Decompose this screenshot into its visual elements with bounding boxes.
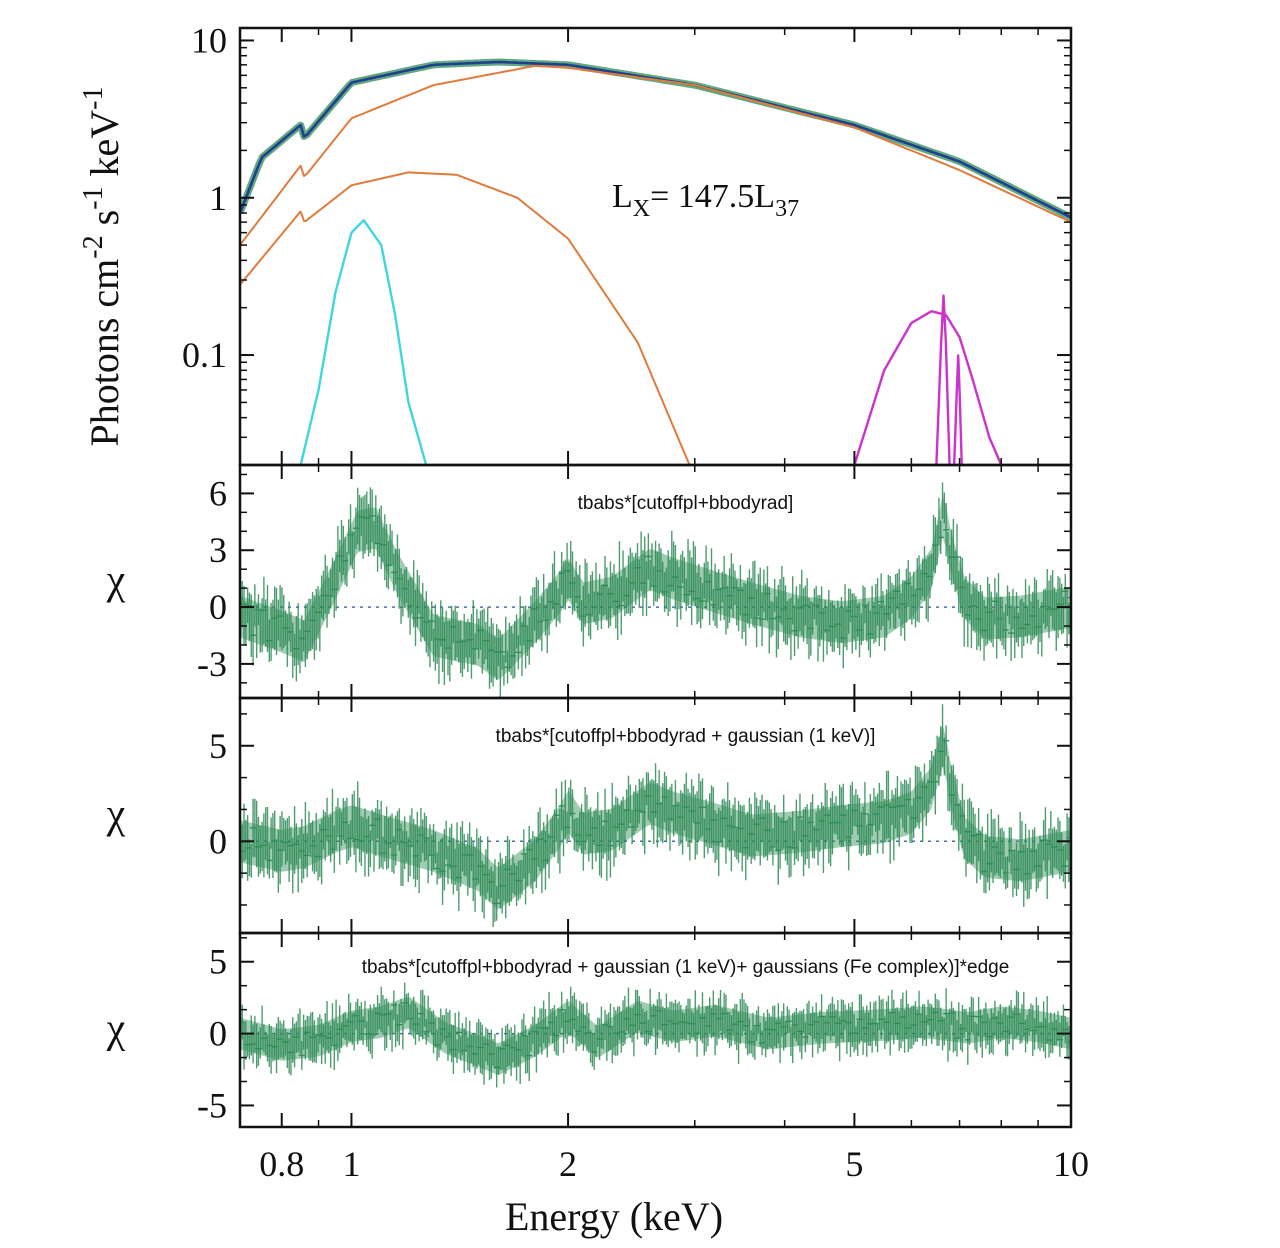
- panel-residuals-1: 6 3 0 -3 χ tbabs*[cutoffpl+bbodyrad]: [106, 463, 1073, 700]
- x-tick-label: 1: [342, 1144, 360, 1184]
- panel-residuals-3: 5 0 -5 χ tbabs*[cutoffpl+bbodyrad + gaussian…: [106, 931, 1073, 1129]
- y-tick-label: 6: [209, 473, 227, 513]
- series-cutoffpl: [240, 64, 1071, 246]
- y-tick-label: 0: [209, 821, 227, 861]
- panel-residuals-2: 5 0 χ tbabs*[cutoffpl+bbodyrad + gaussian (…: [106, 696, 1073, 935]
- plot-area-residuals-3: [240, 982, 1071, 1088]
- residual-band: [240, 724, 1071, 909]
- y-axis-label: χ: [106, 1006, 126, 1052]
- residual-band: [240, 997, 1071, 1075]
- y-tick-label: 0: [209, 1014, 227, 1054]
- y-tick-label: -3: [197, 644, 227, 684]
- series-bbodyrad: [240, 171, 691, 465]
- y-tick-label: 0: [209, 587, 227, 627]
- y-tick-label: 5: [209, 726, 227, 766]
- model-label: tbabs*[cutoffpl+bbodyrad + gaussian (1 k…: [496, 726, 876, 747]
- y-tick-label: -5: [197, 1085, 227, 1125]
- series-gaussian-fe-6-97-kev-: [952, 354, 963, 465]
- panels-layer: 10 1 0.1 Photons cm-2 s-1 keV-1 LX= 147.5L37…: [78, 20, 1073, 1129]
- plot-area-residuals-1: [240, 482, 1071, 698]
- y-tick-label: 3: [209, 530, 227, 570]
- y-tick-label: 10: [191, 20, 227, 60]
- x-tick-label: 0.8: [259, 1144, 304, 1184]
- panel-spectrum: 10 1 0.1 Photons cm-2 s-1 keV-1 LX= 147.5L37: [78, 20, 1073, 467]
- series-gaussian-1-kev-: [299, 219, 428, 465]
- series-gaussian-fe-broad-: [853, 310, 1003, 465]
- y-tick-label: 5: [209, 942, 227, 982]
- y-axis-label: χ: [106, 558, 126, 604]
- residual-band: [240, 496, 1071, 680]
- plot-area-spectrum: [240, 58, 1071, 465]
- model-label: tbabs*[cutoffpl+bbodyrad]: [578, 493, 794, 514]
- x-tick-label: 2: [559, 1144, 577, 1184]
- panel-frame: [238, 26, 1073, 467]
- plot-area-residuals-2: [240, 704, 1071, 928]
- y-tick-label: 0.1: [182, 335, 227, 375]
- y-tick-label: 1: [209, 178, 227, 218]
- series-gaussian-fe-6-7-kev-: [935, 294, 951, 465]
- model-label: tbabs*[cutoffpl+bbodyrad + gaussian (1 k…: [362, 957, 1010, 978]
- x-axis: 0.8 1 2 5 10: [259, 1144, 1089, 1184]
- x-axis-label: Energy (keV): [505, 1194, 723, 1239]
- luminosity-annotation: LX= 147.5L37: [612, 178, 799, 222]
- y-axis-label: Photons cm-2 s-1 keV-1: [78, 87, 127, 447]
- panel-frame: [238, 931, 1073, 1129]
- x-tick-label: 10: [1053, 1144, 1089, 1184]
- x-tick-label: 5: [845, 1144, 863, 1184]
- y-axis-label: χ: [106, 792, 126, 838]
